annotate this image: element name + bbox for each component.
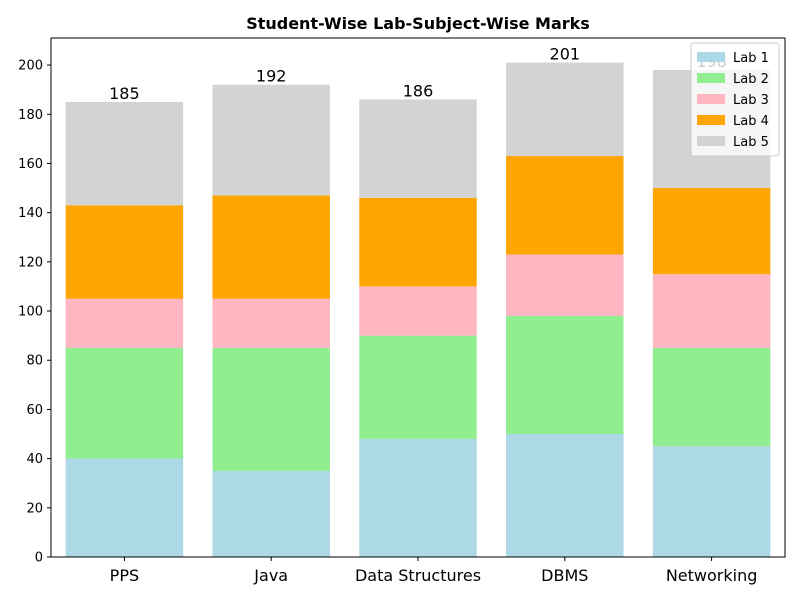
legend-swatch <box>697 73 725 83</box>
legend-swatch <box>697 136 725 146</box>
legend-swatch <box>697 115 725 125</box>
x-tick-label: DBMS <box>541 566 588 585</box>
legend-swatch <box>697 94 725 104</box>
x-tick-label: PPS <box>110 566 139 585</box>
bar-lab-1-networking <box>652 446 771 557</box>
y-tick-label: 120 <box>18 255 43 270</box>
y-tick-label: 160 <box>18 157 43 172</box>
bar-lab-3-networking <box>652 274 771 348</box>
total-label: 201 <box>550 45 581 64</box>
bar-lab-2-networking <box>652 347 771 447</box>
bar-lab-4-pps <box>65 205 184 299</box>
bar-lab-3-dbms <box>506 254 624 316</box>
y-tick-label: 100 <box>18 305 43 320</box>
bar-lab-4-networking <box>652 188 771 275</box>
legend-label: Lab 3 <box>733 93 769 108</box>
bar-lab-5-java <box>212 84 330 196</box>
x-axis: PPS Java Data Structures DBMS Networking <box>110 557 758 585</box>
y-tick-label: 40 <box>26 452 43 467</box>
bar-lab-2-pps <box>65 347 184 459</box>
legend-box <box>690 42 780 157</box>
y-tick-label: 20 <box>26 501 43 516</box>
bar-lab-2-dbms <box>506 315 624 435</box>
chart-title: Student-Wise Lab-Subject-Wise Marks <box>246 14 590 33</box>
x-tick-label: Networking <box>666 566 758 585</box>
y-axis: 0 20 40 60 80 100 120 140 160 180 200 <box>18 59 51 566</box>
total-labels-group: 185192186201198 <box>109 45 727 103</box>
bar-lab-1-data-structures <box>359 438 477 557</box>
bar-lab-5-data-structures <box>359 99 477 198</box>
x-tick-label: Data Structures <box>355 566 481 585</box>
bar-lab-5-pps <box>65 101 184 206</box>
total-label: 185 <box>109 84 140 103</box>
total-label: 192 <box>256 67 287 86</box>
bar-lab-4-java <box>212 195 330 299</box>
bar-lab-5-dbms <box>506 62 624 157</box>
bar-lab-2-data-structures <box>359 335 477 439</box>
bar-lab-4-data-structures <box>359 197 477 287</box>
y-tick-label: 140 <box>18 206 43 221</box>
bars-group <box>65 62 771 557</box>
y-tick-label: 60 <box>26 403 43 418</box>
bar-lab-4-dbms <box>506 156 624 255</box>
legend-label: Lab 1 <box>733 51 769 66</box>
bar-lab-1-java <box>212 470 330 557</box>
x-tick-label: Java <box>253 566 288 585</box>
legend-label: Lab 5 <box>733 135 769 150</box>
y-tick-label: 80 <box>26 354 43 369</box>
bar-lab-1-pps <box>65 458 184 557</box>
bar-lab-3-java <box>212 298 330 348</box>
total-label: 186 <box>403 81 434 100</box>
y-tick-label: 0 <box>35 551 43 566</box>
legend: Lab 1 Lab 2 Lab 3 Lab 4 Lab 5 <box>690 42 780 157</box>
legend-swatch <box>697 52 725 62</box>
bar-lab-3-data-structures <box>359 286 477 336</box>
bar-lab-2-java <box>212 347 330 471</box>
bar-lab-3-pps <box>65 298 184 348</box>
plot-frame <box>50 37 786 558</box>
legend-label: Lab 4 <box>733 114 769 129</box>
bar-lab-1-dbms <box>506 434 624 557</box>
legend-label: Lab 2 <box>733 72 769 87</box>
y-tick-label: 200 <box>18 59 43 74</box>
y-tick-label: 180 <box>18 108 43 123</box>
